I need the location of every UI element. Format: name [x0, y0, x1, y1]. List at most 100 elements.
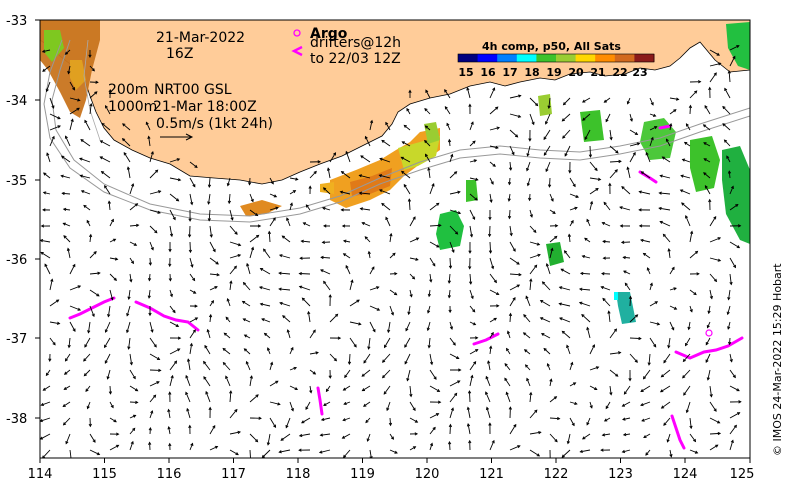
x-tick-label: 123	[608, 467, 633, 482]
current-vector	[49, 299, 59, 307]
current-vector-head	[689, 230, 694, 235]
current-vector	[489, 317, 497, 323]
current-vector-head	[292, 190, 297, 194]
current-vector-head	[638, 208, 642, 212]
current-vector	[509, 313, 512, 323]
current-vector	[543, 348, 551, 355]
argo-float-marker	[705, 329, 713, 337]
current-vector-head	[192, 277, 196, 282]
current-vector-head	[148, 312, 152, 317]
current-vector	[109, 273, 117, 281]
current-vector	[249, 376, 253, 387]
current-vector-head	[454, 231, 459, 235]
current-vector	[369, 305, 380, 311]
current-vector-head	[157, 210, 161, 214]
current-vector	[249, 177, 251, 185]
current-vector-head	[235, 452, 239, 456]
current-vector-head	[172, 217, 176, 221]
isobath-1000-label: 1000m	[108, 99, 157, 115]
current-vector	[109, 385, 111, 394]
current-vector	[408, 199, 411, 211]
current-vector	[343, 417, 351, 421]
current-vector-head	[705, 359, 709, 363]
current-vector-head	[602, 239, 606, 244]
current-vector-head	[366, 438, 370, 442]
current-vector	[362, 222, 371, 227]
current-vector-head	[624, 282, 628, 286]
current-vector-head	[602, 256, 606, 260]
current-vector-head	[454, 392, 458, 397]
current-vector-head	[673, 109, 677, 113]
current-vector	[149, 241, 154, 250]
current-vector	[489, 332, 494, 339]
current-vector	[269, 380, 279, 387]
current-vector-head	[579, 449, 583, 454]
current-vector	[485, 391, 491, 403]
current-vector-head	[647, 362, 651, 366]
current-vector	[229, 281, 232, 291]
current-vector	[581, 314, 591, 323]
current-vector	[129, 415, 136, 419]
current-vector	[629, 296, 632, 307]
current-vector-head	[592, 344, 595, 348]
current-vector	[660, 385, 671, 393]
current-vector-head	[597, 177, 602, 181]
current-vector-head	[433, 376, 437, 380]
current-vector-head	[581, 313, 585, 318]
current-vector	[320, 269, 331, 275]
current-vector	[385, 122, 391, 131]
current-vector-head	[51, 105, 55, 109]
current-vector-head	[323, 403, 327, 406]
current-vector	[224, 332, 231, 339]
current-vector-head	[320, 417, 325, 422]
current-vector	[669, 321, 675, 330]
current-vector	[279, 449, 291, 453]
current-vector	[244, 348, 251, 355]
current-vector-head	[94, 91, 98, 95]
current-vector-head	[301, 297, 305, 301]
current-vector-head	[534, 409, 538, 413]
current-vector	[624, 282, 631, 291]
current-vector-head	[110, 218, 114, 223]
current-vector-head	[225, 375, 229, 379]
current-vector	[309, 369, 316, 375]
current-vector-head	[76, 107, 80, 111]
current-vector	[444, 89, 451, 99]
current-vector-head	[550, 247, 554, 252]
current-vector-head	[581, 254, 586, 259]
current-vector	[379, 174, 391, 179]
current-vector	[185, 375, 191, 387]
current-vector-head	[272, 217, 276, 221]
current-vector-head	[626, 166, 630, 170]
current-vector-head	[193, 290, 197, 294]
current-vector	[148, 136, 151, 147]
drifter-legend-icon	[291, 45, 303, 57]
current-vector	[509, 273, 521, 276]
x-tick-label: 116	[157, 467, 182, 482]
colorbar-tick: 19	[546, 66, 561, 79]
current-vector	[289, 401, 294, 411]
current-vector	[42, 449, 51, 458]
current-vector-head	[381, 139, 385, 143]
current-vector-head	[267, 230, 272, 235]
current-vector	[589, 145, 591, 157]
current-vector-head	[80, 190, 85, 194]
current-vector-head	[504, 377, 508, 381]
current-vector-head	[600, 286, 604, 290]
current-vector-head	[134, 203, 139, 207]
current-vector-head	[360, 155, 364, 159]
current-vector-head	[437, 400, 442, 404]
current-vector-head	[194, 304, 198, 308]
current-vector-head	[275, 206, 279, 210]
current-vector-head	[185, 391, 189, 395]
current-vector-head	[286, 217, 290, 221]
current-vector	[685, 215, 691, 227]
current-vector	[666, 138, 671, 147]
current-vector	[269, 417, 276, 428]
current-vector-head	[412, 407, 416, 412]
current-vector-head	[645, 452, 649, 456]
current-vector-head	[359, 207, 364, 211]
current-vector-head	[561, 454, 565, 458]
current-vector	[129, 183, 134, 195]
